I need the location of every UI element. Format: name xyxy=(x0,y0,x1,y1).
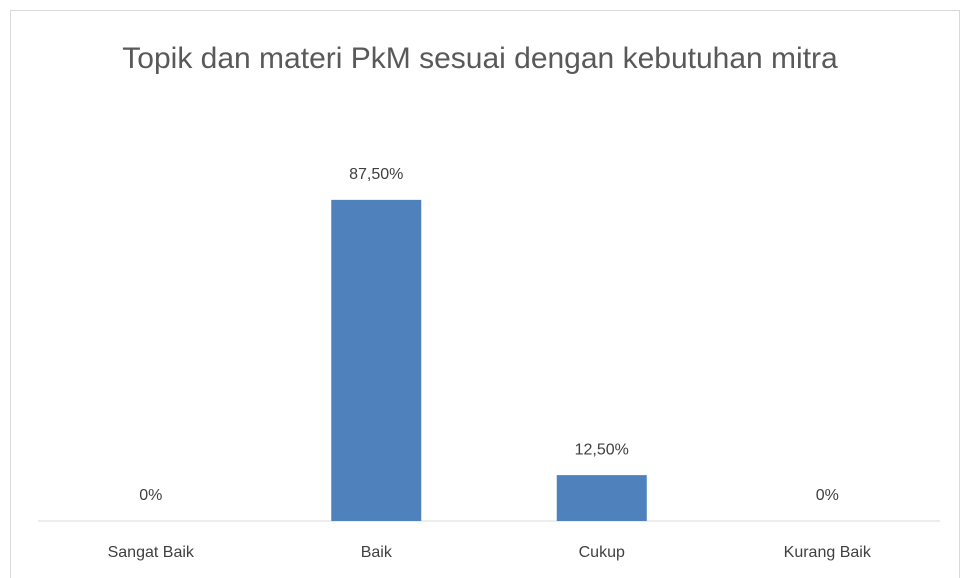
bar xyxy=(556,475,647,521)
data-label: 0% xyxy=(139,487,162,504)
x-tick-label: Kurang Baik xyxy=(784,544,872,561)
bar xyxy=(331,199,422,521)
data-label: 12,50% xyxy=(575,441,629,458)
data-label: 87,50% xyxy=(349,166,403,183)
x-tick-label: Cukup xyxy=(579,544,625,561)
x-tick-label: Sangat Baik xyxy=(108,544,195,561)
data-label: 0% xyxy=(816,487,839,504)
x-tick-label: Baik xyxy=(361,544,393,561)
chart-frame xyxy=(10,10,960,578)
chart-title: Topik dan materi PkM sesuai dengan kebut… xyxy=(122,42,838,75)
